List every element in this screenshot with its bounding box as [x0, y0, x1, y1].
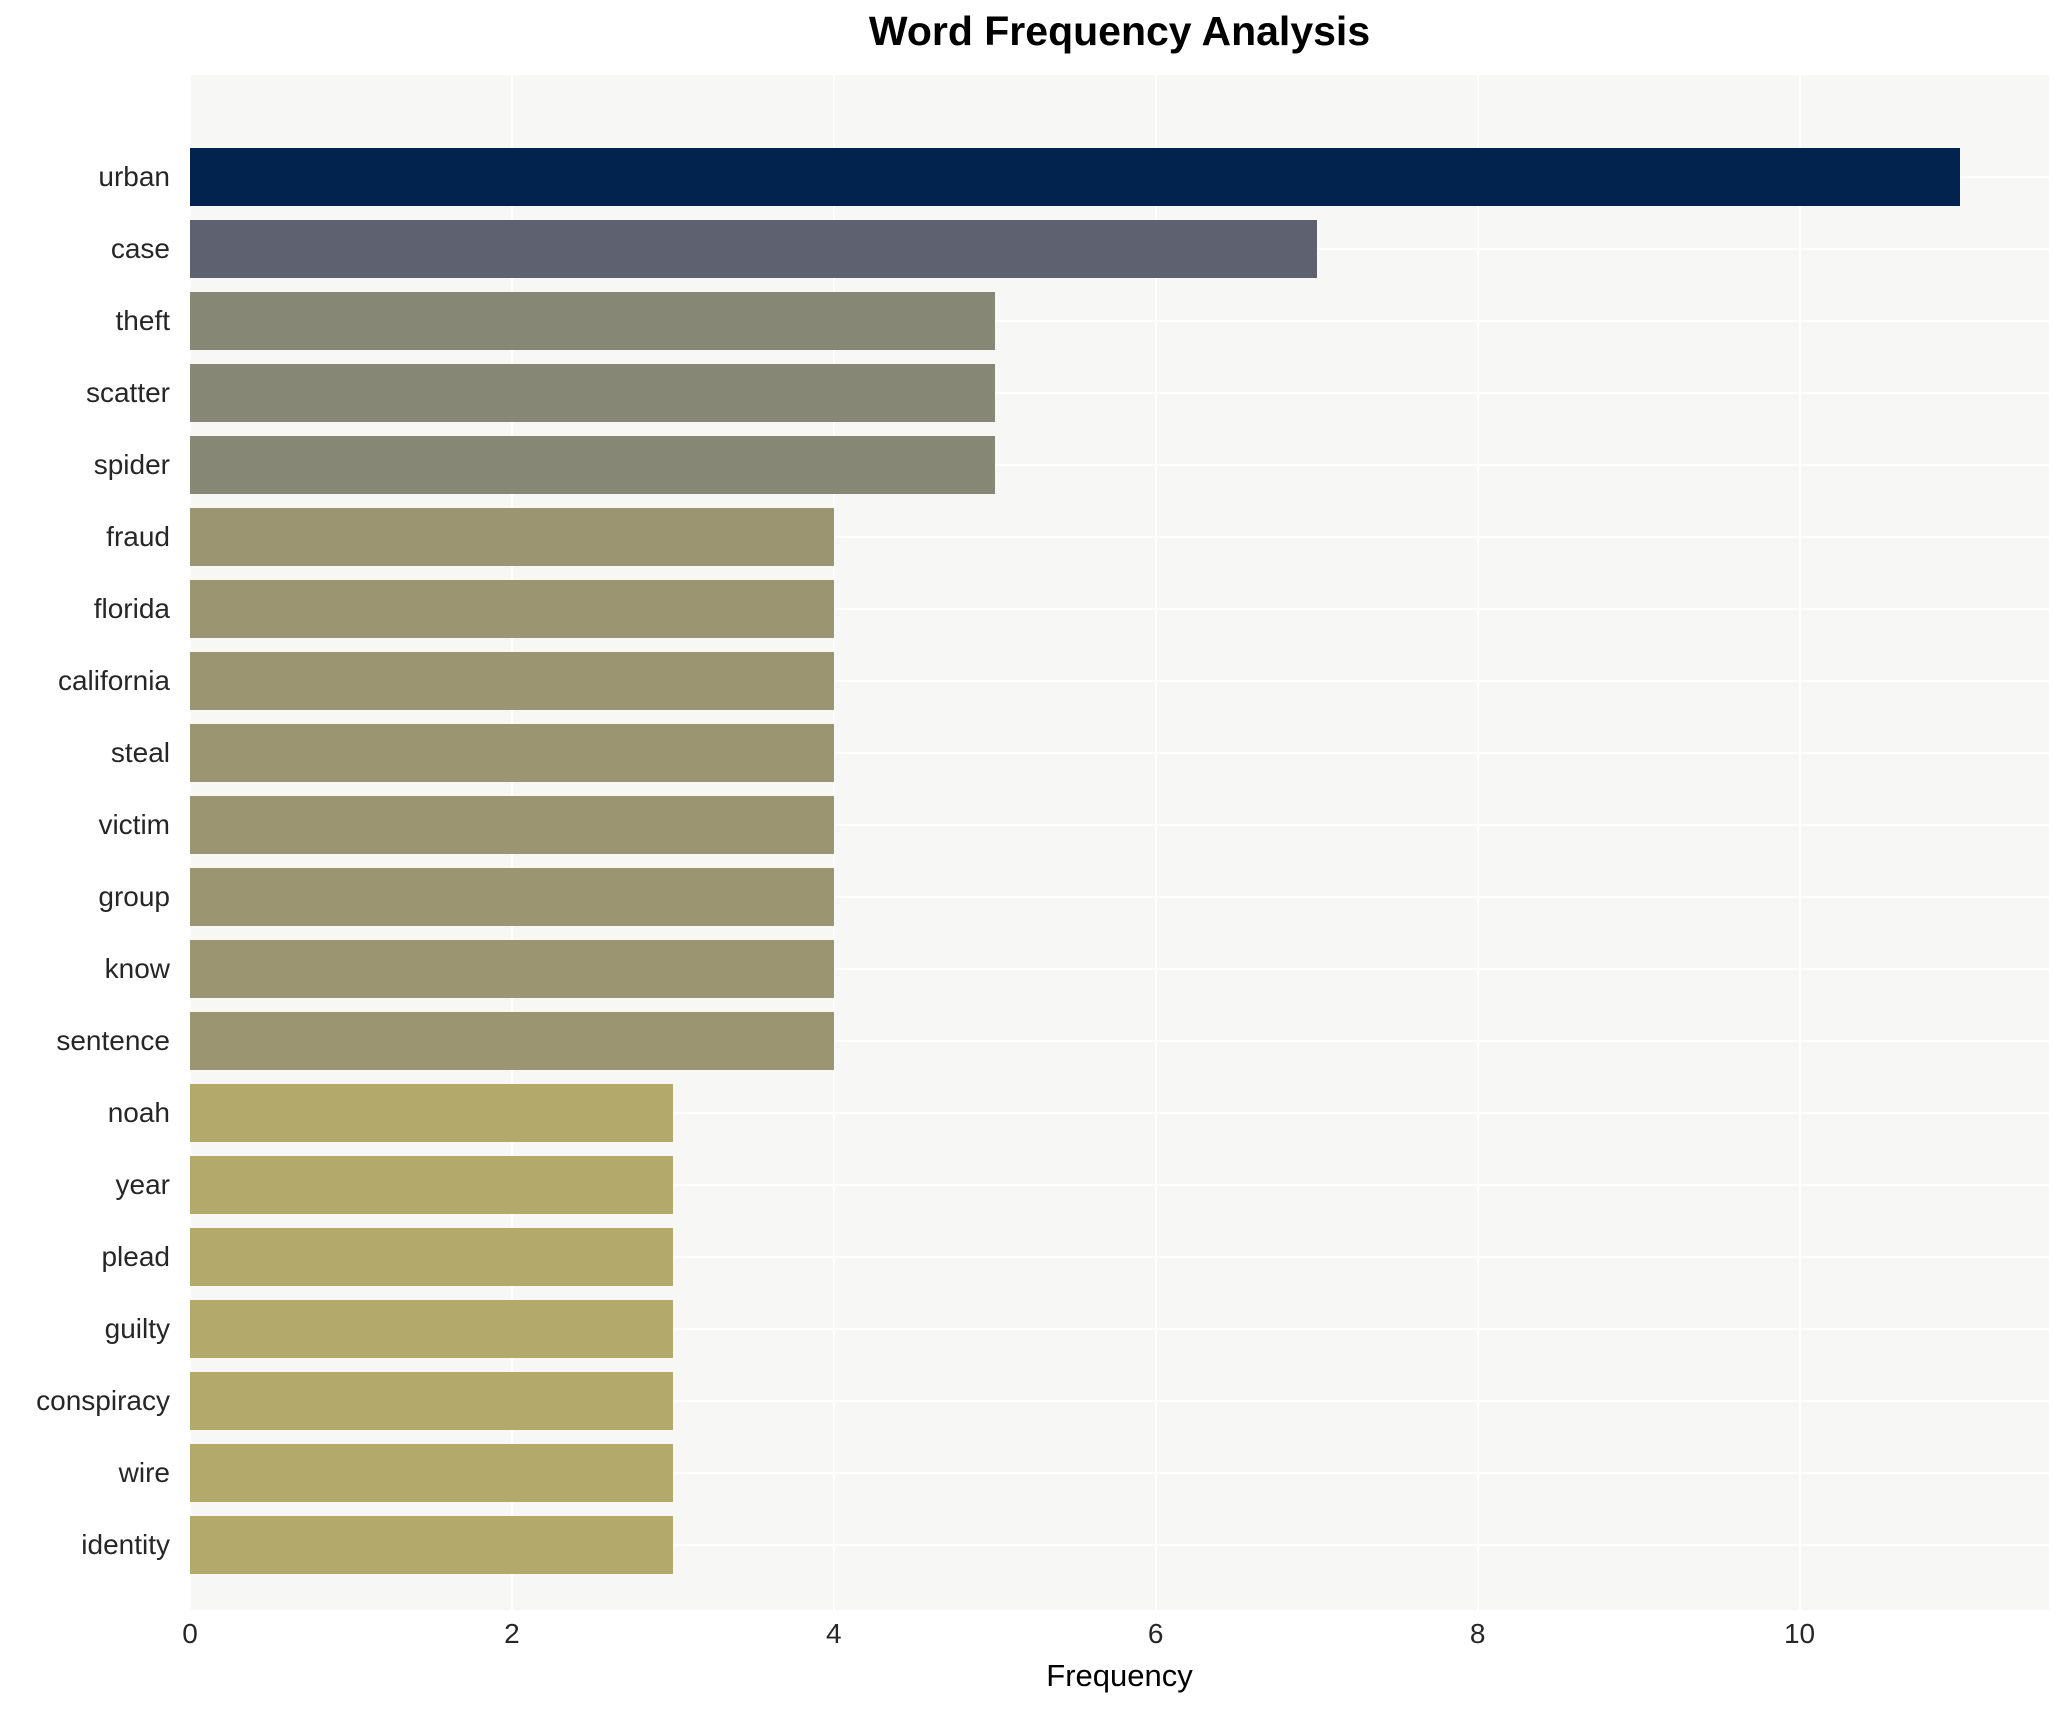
bar-group: [190, 868, 834, 926]
x-tick-label-10: 10: [1783, 1618, 1816, 1649]
bar-scatter: [190, 364, 995, 422]
bar-plead: [190, 1228, 673, 1286]
bar-noah: [190, 1084, 673, 1142]
x-gridline-6: [1154, 75, 1157, 1610]
y-gridline-conspiracy: [190, 1400, 2049, 1402]
y-gridline-group: [190, 896, 2049, 898]
bar-know: [190, 940, 834, 998]
y-gridline-sentence: [190, 1040, 2049, 1042]
bar-urban: [190, 148, 1961, 206]
y-gridline-guilty: [190, 1328, 2049, 1330]
bar-theft: [190, 292, 995, 350]
y-gridline-theft: [190, 320, 2049, 322]
bar-case: [190, 220, 1317, 278]
plot-area: [189, 75, 2049, 1610]
y-gridline-spider: [190, 464, 2049, 466]
bar-spider: [190, 436, 995, 494]
y-gridline-fraud: [190, 536, 2049, 538]
y-tick-label-spider: spider: [93, 449, 170, 480]
y-gridline-florida: [190, 608, 2049, 610]
x-gridline-4: [832, 75, 835, 1610]
y-tick-label-guilty: guilty: [104, 1313, 170, 1344]
y-tick-label-sentence: sentence: [56, 1025, 170, 1056]
y-tick-label-urban: urban: [98, 161, 170, 192]
bar-florida: [190, 580, 834, 638]
bar-year: [190, 1156, 673, 1214]
x-gridline-8: [1476, 75, 1479, 1610]
y-gridline-year: [190, 1184, 2049, 1186]
y-gridline-noah: [190, 1112, 2049, 1114]
bar-conspiracy: [190, 1372, 673, 1430]
y-tick-label-victim: victim: [98, 809, 170, 840]
bar-guilty: [190, 1300, 673, 1358]
x-tick-label-8: 8: [1469, 1618, 1486, 1649]
x-gridline-10: [1798, 75, 1801, 1610]
y-tick-label-fraud: fraud: [106, 521, 170, 552]
x-axis-title: Frequency: [1046, 1658, 1193, 1693]
y-tick-label-steal: steal: [110, 737, 170, 768]
bar-identity: [190, 1516, 673, 1574]
y-tick-label-conspiracy: conspiracy: [36, 1385, 170, 1416]
y-gridline-scatter: [190, 392, 2049, 394]
bar-victim: [190, 796, 834, 854]
y-tick-label-identity: identity: [81, 1529, 170, 1560]
bar-sentence: [190, 1012, 834, 1070]
y-gridline-identity: [190, 1544, 2049, 1546]
x-tick-label-2: 2: [504, 1618, 520, 1649]
y-axis-label-column: urban case theft scatter spider fraud florida c…: [0, 75, 180, 1610]
x-axis-ticks: 0 2 4 6 8 10: [182, 1618, 2049, 1658]
x-tick-label-4: 4: [826, 1618, 842, 1649]
x-tick-label-6: 6: [1147, 1618, 1164, 1649]
y-gridline-california: [190, 680, 2049, 682]
y-tick-label-year: year: [115, 1169, 170, 1200]
y-tick-label-wire: wire: [118, 1457, 170, 1488]
y-tick-label-plead: plead: [101, 1241, 170, 1272]
y-tick-label-florida: florida: [93, 593, 170, 624]
y-tick-label-know: know: [104, 953, 170, 984]
y-gridline-wire: [190, 1472, 2049, 1474]
bar-fraud: [190, 508, 834, 566]
bar-steal: [190, 724, 834, 782]
y-tick-label-noah: noah: [107, 1097, 170, 1128]
chart-title: Word Frequency Analysis: [868, 8, 1371, 54]
bar-california: [190, 652, 834, 710]
y-tick-label-scatter: scatter: [85, 377, 170, 408]
y-gridline-victim: [190, 824, 2049, 826]
y-tick-label-case: case: [110, 233, 170, 264]
y-tick-label-california: california: [57, 665, 170, 696]
y-gridline-plead: [190, 1256, 2049, 1258]
y-gridline-know: [190, 968, 2049, 970]
x-tick-label-0: 0: [182, 1618, 198, 1649]
y-tick-label-theft: theft: [115, 305, 170, 336]
bar-wire: [190, 1444, 673, 1502]
y-gridline-steal: [190, 752, 2049, 754]
y-tick-label-group: group: [98, 881, 170, 912]
